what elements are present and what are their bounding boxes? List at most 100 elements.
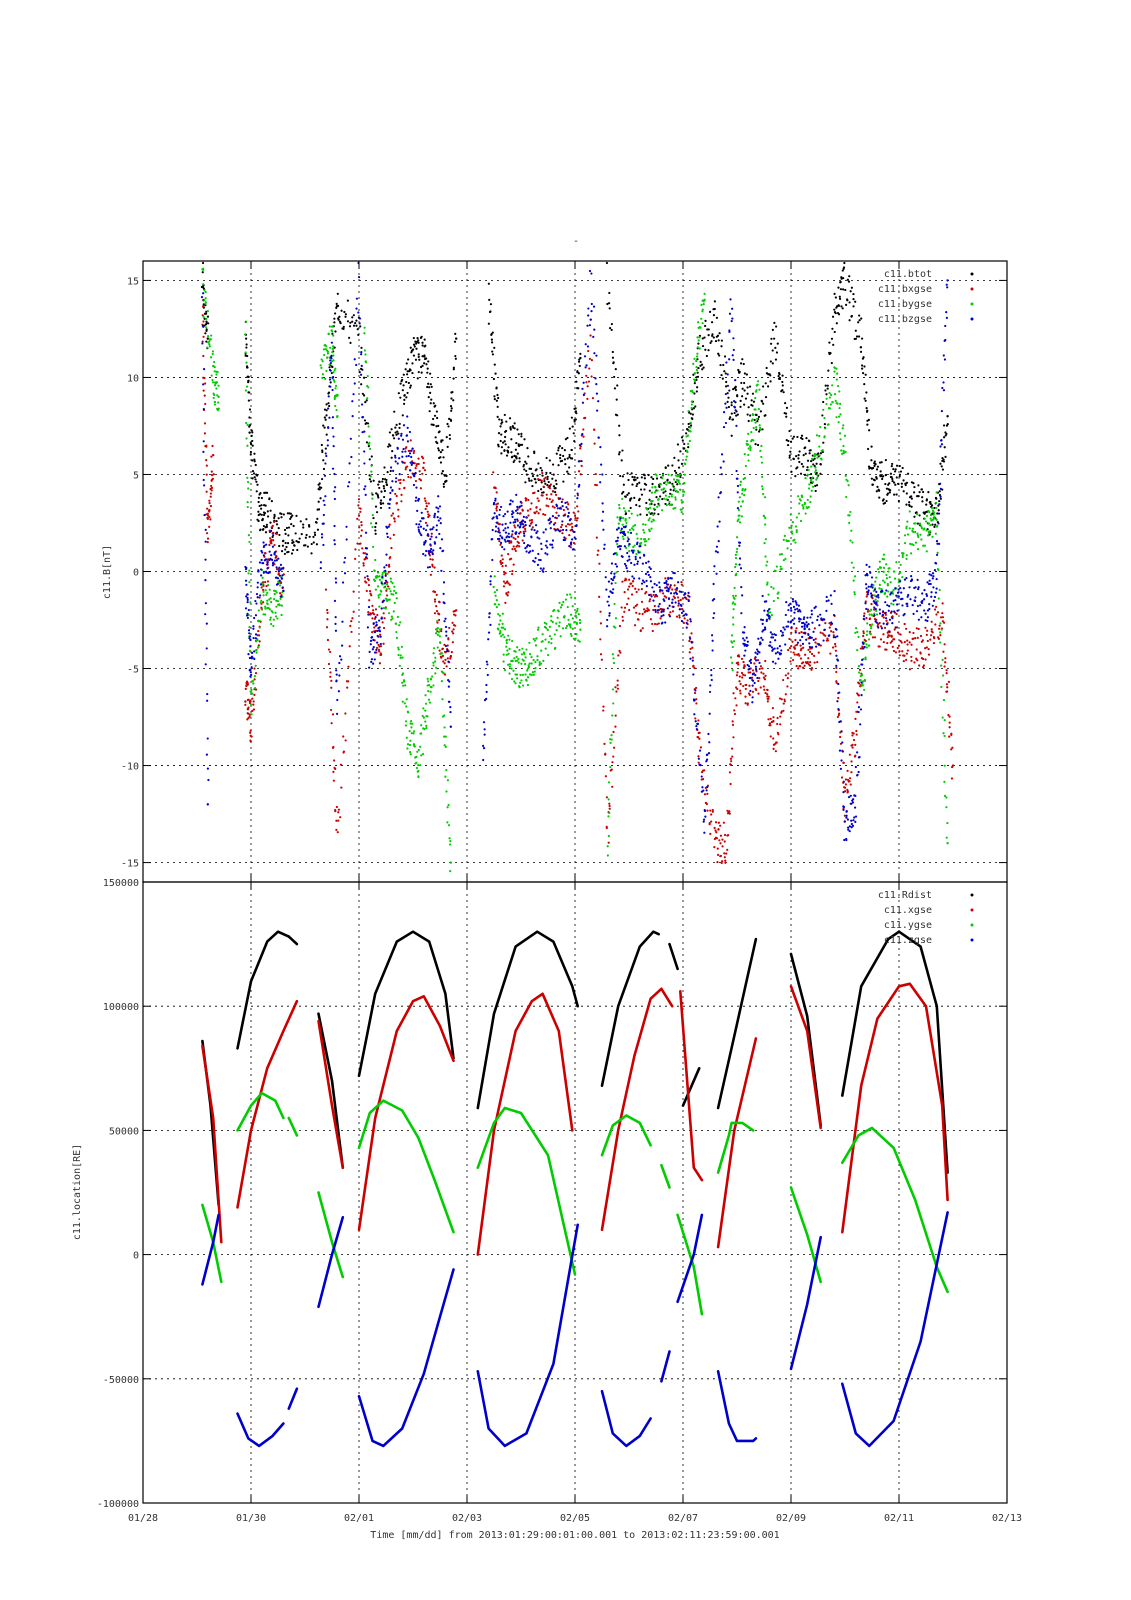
data-point <box>946 415 949 418</box>
data-point <box>951 746 954 749</box>
data-point <box>521 523 525 526</box>
data-point <box>736 687 739 691</box>
data-point <box>449 840 452 843</box>
data-point <box>636 537 639 540</box>
data-point <box>636 562 639 565</box>
data-point <box>798 654 801 657</box>
data-point <box>822 441 825 444</box>
data-point <box>331 388 334 392</box>
data-point <box>436 416 439 420</box>
data-point <box>408 751 412 754</box>
data-point <box>416 509 419 512</box>
data-point <box>734 388 738 392</box>
data-point <box>836 372 839 375</box>
data-point <box>366 374 369 378</box>
data-point <box>560 603 564 607</box>
data-point <box>385 564 388 567</box>
data-point <box>408 452 412 455</box>
data-point <box>391 617 394 620</box>
data-point <box>275 566 278 569</box>
data-point <box>409 753 412 756</box>
data-point <box>389 444 392 447</box>
data-point <box>878 645 881 648</box>
data-point <box>492 516 495 519</box>
data-point <box>323 503 326 507</box>
data-point <box>594 483 597 486</box>
data-point <box>662 491 665 494</box>
data-point <box>536 563 540 566</box>
data-point <box>697 342 700 345</box>
data-point <box>594 472 597 476</box>
data-point <box>695 359 698 363</box>
data-point <box>495 606 498 609</box>
data-point <box>438 649 441 652</box>
data-point <box>376 575 379 578</box>
data-point <box>429 391 432 394</box>
data-point <box>335 408 338 412</box>
data-point <box>494 603 497 606</box>
data-point <box>870 459 873 462</box>
data-point <box>866 423 869 426</box>
data-point <box>745 440 749 443</box>
data-point <box>648 566 651 569</box>
data-point <box>525 679 528 682</box>
data-point <box>884 473 888 477</box>
data-point <box>734 594 737 597</box>
data-point <box>417 764 420 767</box>
data-point <box>624 510 627 513</box>
data-point <box>326 611 329 614</box>
data-point <box>637 618 640 621</box>
data-point <box>920 527 924 530</box>
data-point <box>573 597 577 600</box>
data-point <box>326 444 329 447</box>
data-point <box>737 518 740 521</box>
data-point <box>719 824 722 827</box>
data-point <box>249 668 252 671</box>
data-point <box>616 542 619 546</box>
data-point <box>788 429 791 433</box>
data-point <box>378 626 381 629</box>
data-point <box>551 515 554 518</box>
data-point <box>616 684 619 687</box>
data-point <box>344 739 347 742</box>
data-point <box>918 522 922 525</box>
data-point <box>696 358 699 361</box>
data-point <box>417 526 420 529</box>
data-point <box>516 659 519 662</box>
data-point <box>530 518 534 522</box>
data-point <box>918 514 921 517</box>
data-point <box>810 465 813 468</box>
data-point <box>809 449 812 452</box>
data-point <box>545 504 548 507</box>
data-point <box>713 300 717 303</box>
data-point <box>667 577 670 580</box>
data-point <box>397 648 400 651</box>
data-point <box>202 292 205 295</box>
data-point <box>919 533 922 536</box>
data-point <box>497 603 500 606</box>
data-point <box>360 346 363 349</box>
data-point <box>376 634 379 638</box>
data-point <box>814 489 817 493</box>
data-point <box>253 460 256 463</box>
data-point <box>948 715 951 718</box>
data-point <box>544 638 547 641</box>
data-point <box>610 322 613 326</box>
data-point <box>901 575 904 579</box>
data-point <box>574 637 577 640</box>
data-point <box>441 715 445 718</box>
data-point <box>205 340 208 343</box>
data-point <box>501 612 504 615</box>
data-point <box>246 596 249 600</box>
data-point <box>417 498 420 501</box>
data-point <box>570 528 574 531</box>
data-point <box>626 570 629 573</box>
data-point <box>433 414 437 417</box>
data-point <box>386 599 389 603</box>
data-point <box>645 590 648 594</box>
data-point <box>804 653 807 656</box>
data-point <box>264 581 267 584</box>
data-point <box>580 459 583 463</box>
data-point <box>548 498 551 501</box>
